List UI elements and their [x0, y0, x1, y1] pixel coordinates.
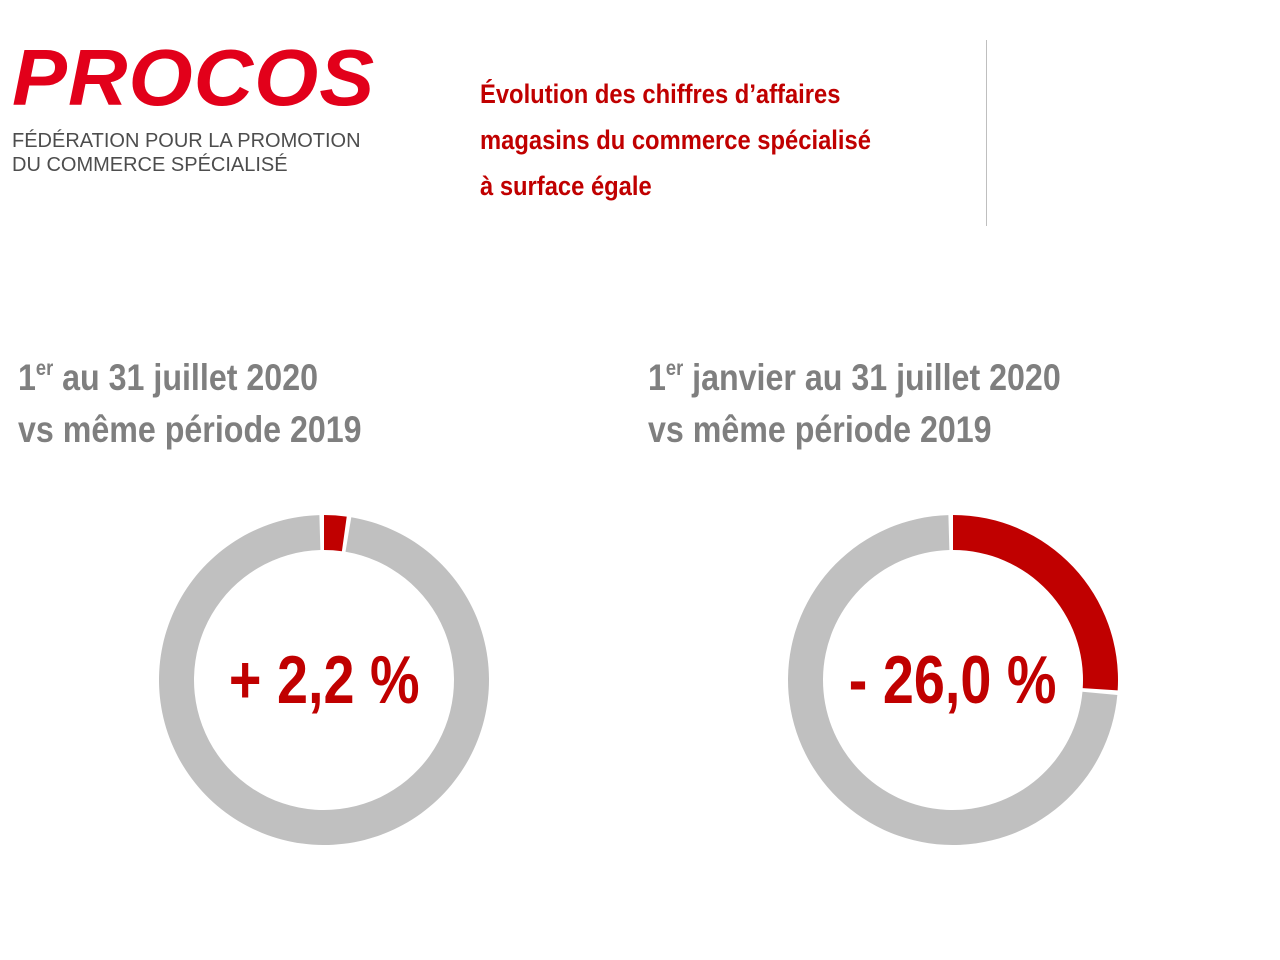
tagline-line-1: FÉDÉRATION POUR LA PROMOTION — [12, 130, 361, 152]
donut-center-value: - 26,0 % — [849, 642, 1057, 718]
procos-logo: PROCOS — [12, 33, 376, 122]
donut-chart-svg — [788, 515, 1118, 845]
page-title-line-3: à surface égale — [480, 171, 652, 201]
period-ordinal: er — [665, 357, 684, 380]
period-line-2: vs même période 2019 — [18, 409, 362, 450]
period-line-1: 1er au 31 juillet 2020 — [18, 352, 362, 404]
period-line-1: 1er janvier au 31 juillet 2020 — [648, 352, 1061, 404]
period-day: 1 — [648, 357, 666, 398]
period-line-2: vs même période 2019 — [648, 409, 992, 450]
donut-chart-ytd: - 26,0 % — [773, 500, 1133, 860]
donut-chart-svg — [159, 515, 489, 845]
page-title-line-2: magasins du commerce spécialisé — [480, 125, 871, 155]
period-label-ytd: 1er janvier au 31 juillet 2020 vs même p… — [648, 352, 1061, 456]
logo-tagline: FÉDÉRATION POUR LA PROMOTION DU COMMERCE… — [12, 129, 361, 177]
period-day: 1 — [18, 357, 36, 398]
donut-chart-monthly: + 2,2 % — [144, 500, 504, 860]
period-label-monthly: 1er au 31 juillet 2020 vs même période 2… — [18, 352, 362, 456]
period-range: au 31 juillet 2020 — [53, 357, 319, 398]
period-ordinal: er — [35, 357, 54, 380]
donut-center: - 26,0 % — [773, 500, 1133, 860]
period-range: janvier au 31 juillet 2020 — [683, 357, 1061, 398]
donut-center: + 2,2 % — [144, 500, 504, 860]
tagline-line-2: DU COMMERCE SPÉCIALISÉ — [12, 154, 288, 176]
header-divider — [986, 40, 987, 226]
page-title-line-1: Évolution des chiffres d’affaires — [480, 79, 841, 109]
donut-value-slice — [953, 515, 1118, 691]
page-title: Évolution des chiffres d’affaires magasi… — [480, 71, 871, 209]
donut-center-value: + 2,2 % — [228, 642, 420, 718]
donut-value-slice — [324, 515, 347, 552]
